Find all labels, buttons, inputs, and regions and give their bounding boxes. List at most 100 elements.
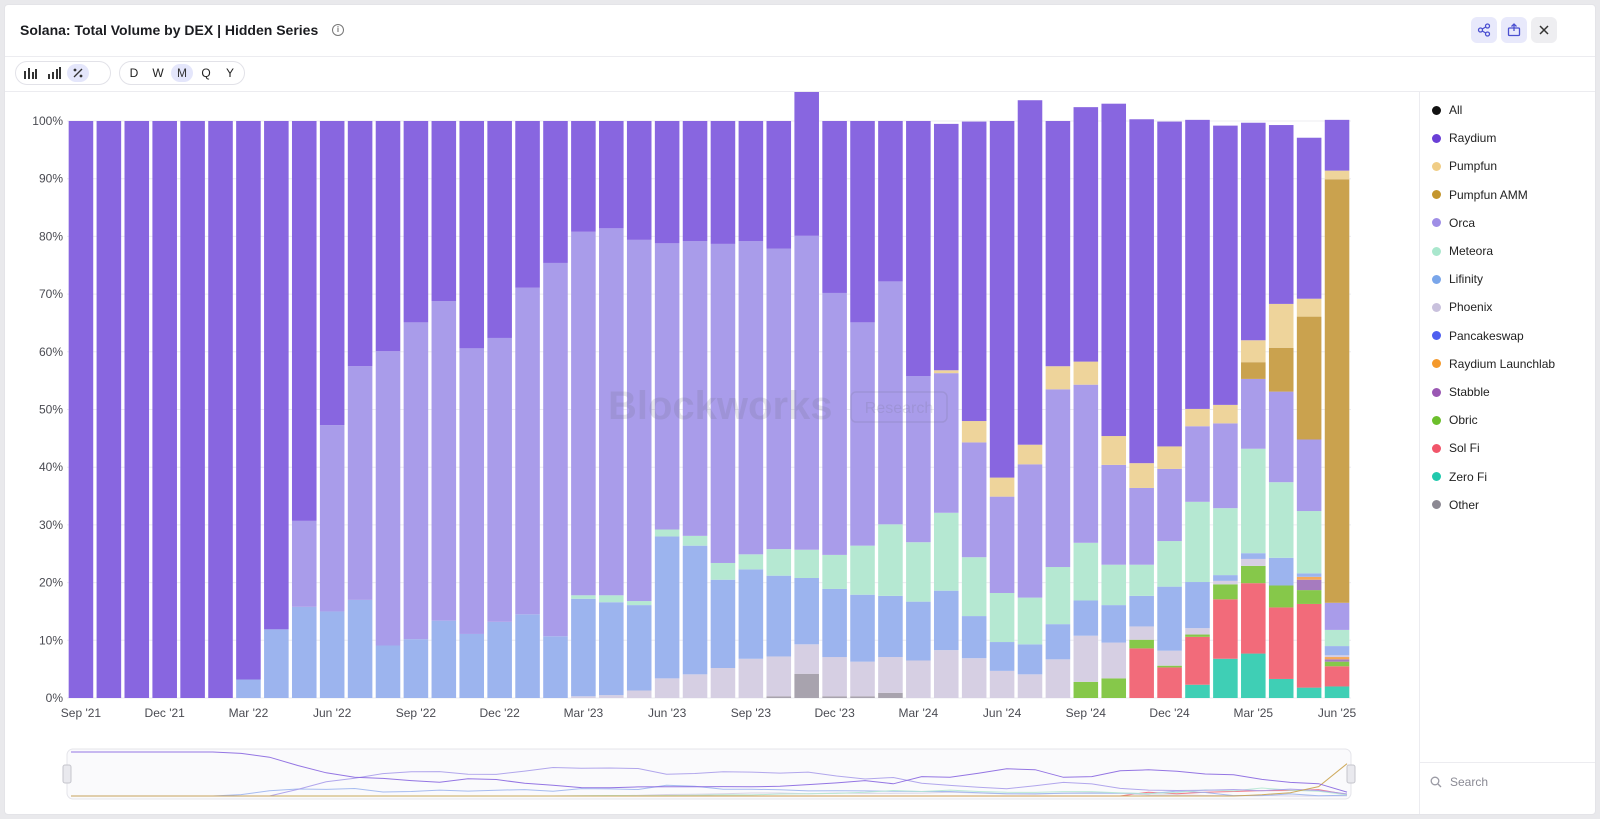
bar-segment-meteora[interactable]	[682, 535, 708, 546]
bar-segment-orca[interactable]	[319, 425, 345, 612]
bar-segment-obric[interactable]	[1324, 661, 1350, 667]
bar-segment-lifinity[interactable]	[264, 629, 289, 698]
bar-segment-lifinity[interactable]	[682, 545, 708, 675]
bar-segment-phoenix[interactable]	[1101, 642, 1127, 679]
bar-segment-lifinity[interactable]	[543, 636, 568, 698]
bar-segment-raydium[interactable]	[682, 121, 708, 242]
bar-segment-orca[interactable]	[710, 243, 736, 563]
bar-segment-orca[interactable]	[543, 262, 568, 637]
bar-segment-lifinity[interactable]	[1324, 646, 1350, 656]
bar-segment-meteora[interactable]	[1101, 564, 1127, 606]
bar-segment-obric[interactable]	[1129, 639, 1154, 649]
bar-segment-pumpfun[interactable]	[1241, 340, 1266, 363]
bar-segment-raydium[interactable]	[961, 121, 987, 422]
legend-item-raydium-launchlab[interactable]: Raydium Launchlab	[1432, 354, 1555, 374]
bar-segment-phoenix[interactable]	[599, 695, 624, 698]
bar-segment-phoenix[interactable]	[710, 668, 736, 698]
bar-segment-lifinity[interactable]	[1241, 553, 1266, 559]
legend-item-pumpfun-amm[interactable]: Pumpfun AMM	[1432, 185, 1528, 205]
bar-segment-pumpfun[interactable]	[1017, 444, 1043, 465]
bar-segment-meteora[interactable]	[1185, 501, 1210, 583]
bar-segment-obric[interactable]	[1101, 678, 1127, 698]
bar-segment-orca[interactable]	[933, 373, 959, 513]
bar-segment-phoenix[interactable]	[1129, 626, 1154, 640]
bar-segment-phoenix[interactable]	[878, 657, 903, 693]
bar-segment-orca[interactable]	[1268, 391, 1294, 483]
bar-segment-phoenix[interactable]	[682, 674, 708, 698]
bar-segment-raydium[interactable]	[152, 121, 177, 698]
bar-segment-lifinity[interactable]	[571, 598, 596, 697]
bar-segment-phoenix[interactable]	[794, 644, 819, 674]
bar-segment-orca[interactable]	[431, 301, 457, 621]
bar-segment-lifinity[interactable]	[738, 569, 764, 659]
bar-segment-lifinity[interactable]	[1073, 600, 1099, 636]
bar-segment-sol-fi[interactable]	[1296, 603, 1322, 688]
bar-segment-lifinity[interactable]	[403, 639, 429, 698]
legend-item-sol-fi[interactable]: Sol Fi	[1432, 438, 1480, 458]
bar-segment-pumpfun[interactable]	[1185, 408, 1210, 427]
bar-segment-phoenix[interactable]	[626, 690, 652, 699]
bar-segment-lifinity[interactable]	[1129, 595, 1154, 627]
bar-segment-raydium[interactable]	[403, 121, 429, 323]
bar-segment-lifinity[interactable]	[515, 614, 540, 698]
bar-segment-orca[interactable]	[1296, 439, 1322, 512]
legend-item-pancakeswap[interactable]: Pancakeswap	[1432, 326, 1524, 346]
bar-segment-pumpfun[interactable]	[1129, 463, 1154, 488]
bar-segment-lifinity[interactable]	[1045, 624, 1071, 660]
bar-segment-lifinity[interactable]	[1213, 575, 1238, 581]
bar-segment-raydium[interactable]	[1185, 119, 1210, 409]
bar-segment-obric[interactable]	[1296, 590, 1322, 604]
bar-segment-orca[interactable]	[1101, 464, 1127, 565]
bar-segment-obric[interactable]	[1213, 584, 1238, 600]
bar-segment-orca[interactable]	[1017, 464, 1043, 598]
bar-segment-orca[interactable]	[738, 241, 764, 555]
bar-segment-other[interactable]	[850, 696, 875, 698]
legend-item-pumpfun[interactable]: Pumpfun	[1432, 156, 1497, 176]
bar-segment-orca[interactable]	[794, 235, 819, 550]
bar-segment-raydium[interactable]	[375, 121, 401, 352]
bar-segment-other[interactable]	[878, 692, 903, 698]
bar-segment-raydium[interactable]	[599, 121, 624, 229]
bar-segment-phoenix[interactable]	[822, 657, 847, 697]
close-button[interactable]	[1531, 17, 1557, 43]
bar-segment-orca[interactable]	[766, 248, 792, 550]
bar-segment-raydium[interactable]	[933, 123, 959, 371]
bar-segment-raydium[interactable]	[1073, 107, 1099, 362]
bar-segment-other[interactable]	[766, 696, 792, 698]
bar-segment-pumpfun[interactable]	[1213, 404, 1238, 424]
legend-item-stabble[interactable]: Stabble	[1432, 382, 1490, 402]
bar-segment-lifinity[interactable]	[431, 620, 457, 698]
bar-segment-orca[interactable]	[1213, 423, 1238, 509]
bar-segment-pumpfun[interactable]	[933, 370, 959, 374]
bar-segment-lifinity[interactable]	[1268, 557, 1294, 586]
bar-segment-orca[interactable]	[1073, 384, 1099, 543]
bar-segment-pumpfun[interactable]	[1324, 170, 1350, 180]
bar-segment-raydium[interactable]	[68, 121, 94, 698]
bar-segment-raydium[interactable]	[766, 121, 792, 249]
bar-segment-lifinity[interactable]	[1017, 644, 1043, 675]
bar-segment-obric[interactable]	[1185, 634, 1210, 637]
bar-segment-phoenix[interactable]	[961, 658, 987, 698]
bar-segment-raydium[interactable]	[654, 121, 680, 244]
bar-segment-raydium[interactable]	[1017, 100, 1043, 445]
bar-segment-orca[interactable]	[1129, 487, 1154, 565]
navigator-right-handle[interactable]	[1346, 764, 1356, 784]
bar-segment-zero-fi[interactable]	[1324, 686, 1350, 698]
stacked-bar-button[interactable]	[43, 64, 65, 82]
range-navigator[interactable]	[62, 748, 1356, 800]
bar-segment-lifinity[interactable]	[878, 595, 903, 658]
bar-segment-stabble[interactable]	[1296, 579, 1322, 591]
bar-segment-meteora[interactable]	[961, 557, 987, 617]
bar-segment-raydium[interactable]	[1241, 122, 1266, 341]
bar-segment-raydium[interactable]	[208, 121, 233, 698]
search-placeholder[interactable]: Search	[1450, 774, 1489, 789]
bar-segment-meteora[interactable]	[1268, 482, 1294, 558]
bar-segment-lifinity[interactable]	[487, 621, 512, 698]
bar-segment-lifinity[interactable]	[850, 594, 875, 662]
legend-item-zero-fi[interactable]: Zero Fi	[1432, 467, 1487, 487]
bar-segment-lifinity[interactable]	[906, 601, 931, 661]
bar-segment-raydium[interactable]	[236, 121, 261, 680]
bar-segment-lifinity[interactable]	[319, 611, 345, 698]
bar-segment-lifinity[interactable]	[989, 642, 1015, 671]
bar-segment-raydium-launchlab[interactable]	[1296, 576, 1322, 580]
